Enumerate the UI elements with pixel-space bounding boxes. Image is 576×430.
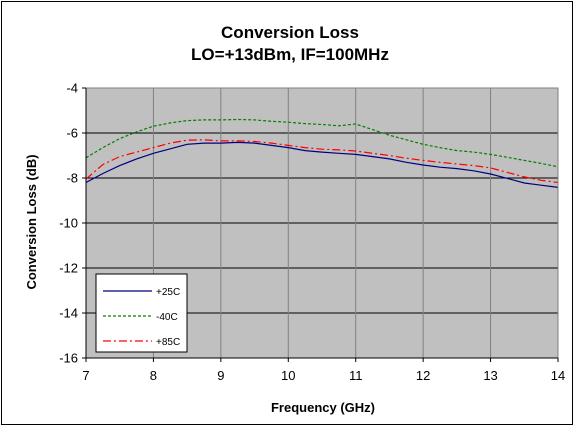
series-line-3 [85,139,559,184]
x-tick-label: 12 [416,368,430,383]
y-tick-label: -12 [59,261,78,276]
x-tick-label: 14 [551,368,565,383]
legend-box [95,273,188,353]
x-tick-label: 7 [82,368,89,383]
y-tick-label: -10 [59,216,78,231]
y-tick-label: -6 [66,126,78,141]
legend-label-series-2: -40C [156,312,178,323]
x-axis-label: Frequency (GHz) [271,400,375,415]
chart-title-line-1: Conversion Loss [221,23,359,42]
y-tick-label: -14 [59,306,78,321]
legend-label-series-3: +85C [156,337,180,348]
x-tick-label: 10 [281,368,295,383]
x-tick-label: 11 [349,368,363,383]
y-tick-label: -16 [59,351,78,366]
y-axis-label: Conversion Loss (dB) [24,154,39,289]
y-tick-label: -4 [66,81,78,96]
series-line-2 [85,118,559,168]
y-tick-label: -8 [66,171,78,186]
legend: +25C -40C +85C [95,273,188,353]
x-tick-label: 8 [150,368,157,383]
chart-frame: Conversion Loss LO=+13dBm, IF=100MHz -16… [1,1,573,425]
x-tick-label: 13 [483,368,497,383]
series-line-1 [85,141,559,188]
x-tick-label: 9 [217,368,224,383]
legend-label-series-1: +25C [156,287,180,298]
chart-title-line-2: LO=+13dBm, IF=100MHz [191,45,389,64]
